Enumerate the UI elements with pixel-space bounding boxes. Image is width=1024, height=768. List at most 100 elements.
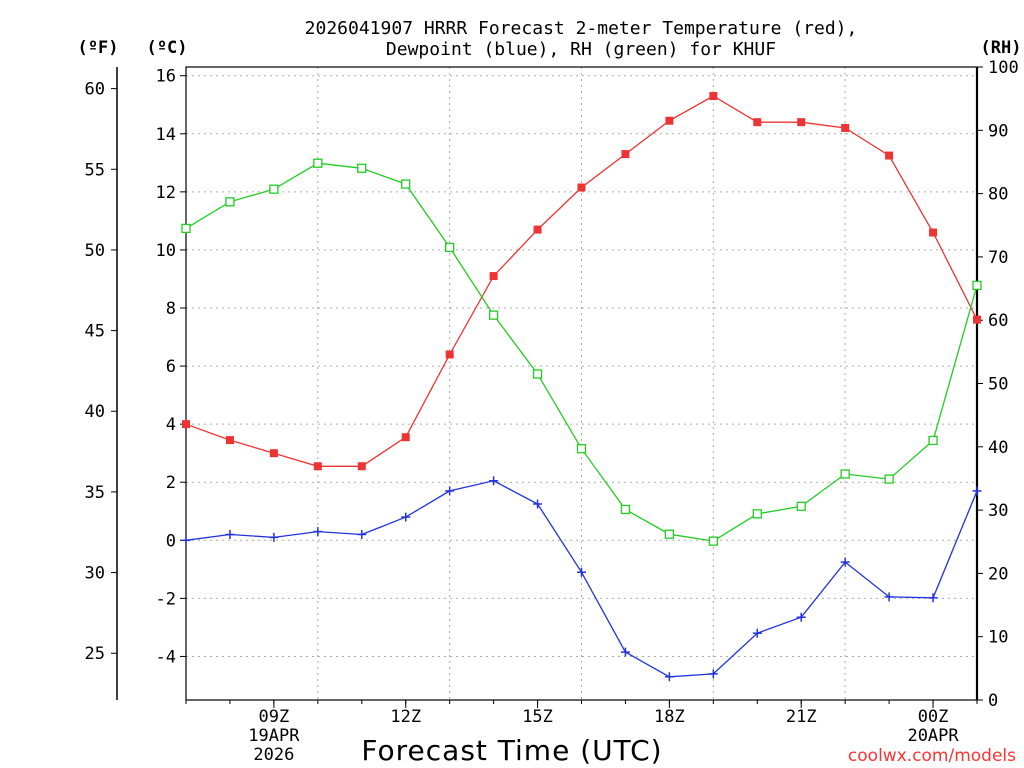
dewpoint-point [489, 476, 499, 486]
chart-title-line1: 2026041907 HRRR Forecast 2-meter Tempera… [305, 18, 858, 39]
rh-tick-label: 40 [988, 438, 1008, 458]
dewpoint-point [313, 527, 323, 537]
dewpoint-point [577, 567, 586, 577]
rh-line [185, 162, 978, 542]
dewpoint-point [269, 532, 279, 542]
2-meter-temperature-point [357, 462, 366, 471]
dewpoint-point [796, 612, 806, 622]
x-tick-date-label: 19APR [248, 726, 300, 746]
fahrenheit-tick-label: 50 [85, 241, 105, 261]
dewpoint-point [533, 499, 543, 509]
rh-tick-label: 80 [988, 185, 1008, 205]
2-meter-temperature-point [973, 315, 981, 324]
rh-point [708, 536, 718, 546]
rh-point [488, 310, 499, 320]
rh-point [269, 184, 279, 194]
rh-point [401, 179, 411, 189]
rh-point [532, 369, 543, 379]
dewpoint-point [401, 512, 411, 522]
2-meter-temperature-point [445, 350, 454, 359]
celsius-tick-label: 12 [156, 183, 176, 203]
rh-tick-label: 70 [988, 248, 1008, 268]
2-meter-temperature-point [753, 118, 762, 127]
rh-point [620, 504, 631, 515]
axes [111, 66, 983, 708]
fahrenheit-tick-label: 45 [85, 322, 105, 342]
celsius-tick-label: 16 [156, 67, 176, 87]
2-meter-temperature-point [665, 116, 674, 125]
2-meter-temperature-point [225, 436, 234, 445]
dewpoint-point [445, 486, 455, 496]
fahrenheit-tick-label: 55 [85, 160, 105, 180]
x-tick-label: 15Z [522, 707, 553, 727]
dewpoint-point [181, 535, 191, 545]
2-meter-temperature-point [533, 225, 542, 234]
rh-point [313, 158, 323, 168]
dewpoint-point [708, 669, 718, 679]
x-axis-label: Forecast Time (UTC) [361, 734, 662, 767]
rh-point [576, 444, 587, 454]
2-meter-temperature-point [841, 123, 850, 132]
2-meter-temperature-point [797, 118, 806, 127]
2-meter-temperature-point [709, 92, 718, 101]
plot-frame [185, 66, 978, 701]
2-meter-temperature-point [929, 228, 938, 237]
rh-point [357, 163, 367, 173]
fahrenheit-tick-label: 35 [85, 483, 105, 503]
2-meter-temperature-point [621, 150, 630, 159]
x-tick-label: 09Z [259, 707, 290, 727]
watermark: coolwx.com/models [848, 746, 1016, 766]
x-tick-label: 21Z [786, 707, 817, 727]
rh-tick-label: 20 [988, 564, 1008, 584]
rh-tick-label: 30 [988, 501, 1008, 521]
tick-labels: -4 -2 0 2 4 6 8 10 12 14 16 25 30 35 40 45 50 55 60 0 10 20 30… [85, 58, 1019, 765]
dewpoint-point [664, 672, 674, 682]
rh-tick-label: 50 [988, 375, 1008, 395]
rh-tick-label: 60 [988, 311, 1008, 331]
celsius-tick-label: 14 [156, 125, 176, 145]
rh-point [928, 435, 938, 446]
rh-point [225, 197, 235, 207]
rh-unit-label: (RH) [981, 38, 1022, 58]
celsius-tick-label: 8 [166, 299, 176, 319]
grid-lines [186, 67, 977, 700]
rh-point [884, 474, 894, 484]
fahrenheit-tick-label: 25 [85, 644, 105, 664]
fahrenheit-unit-label: (ºF) [78, 38, 119, 58]
rh-tick-label: 0 [988, 691, 998, 711]
dewpoint-point [928, 593, 938, 603]
celsius-unit-label: (ºC) [147, 38, 188, 58]
celsius-tick-label: 2 [166, 473, 176, 493]
2-meter-temperature-point [182, 420, 190, 429]
x-tick-label: 00Z [918, 707, 949, 727]
rh-tick-label: 100 [988, 58, 1019, 78]
celsius-tick-label: -2 [156, 589, 176, 609]
celsius-tick-label: 10 [156, 241, 176, 261]
rh-point [752, 509, 762, 519]
celsius-tick-label: -4 [156, 647, 176, 667]
2-meter-temperature-point [313, 462, 322, 471]
rh-point [181, 223, 191, 234]
rh-point [664, 529, 675, 539]
2-meter-temperature-point [577, 183, 586, 192]
dewpoint-point [840, 557, 850, 567]
dewpoint-point [225, 529, 235, 539]
dewpoint-point [620, 647, 630, 657]
rh-point [840, 469, 850, 479]
rh-point [972, 280, 982, 291]
x-tick-date-label: 20APR [907, 726, 959, 746]
rh-point [445, 242, 455, 253]
2-meter-temperature-point [269, 449, 278, 458]
dewpoint-point [884, 592, 894, 602]
celsius-tick-label: 4 [166, 415, 176, 435]
chart-title-line2: Dewpoint (blue), RH (green) for KHUF [386, 39, 776, 60]
rh-tick-label: 10 [988, 628, 1008, 648]
2-meter-temperature-point [489, 272, 498, 281]
x-tick-year-label: 2026 [253, 745, 294, 765]
fahrenheit-tick-label: 40 [85, 402, 105, 422]
data-series [181, 92, 982, 682]
rh-tick-label: 90 [988, 121, 1008, 141]
x-tick-label: 18Z [654, 707, 685, 727]
celsius-tick-label: 0 [166, 531, 176, 551]
